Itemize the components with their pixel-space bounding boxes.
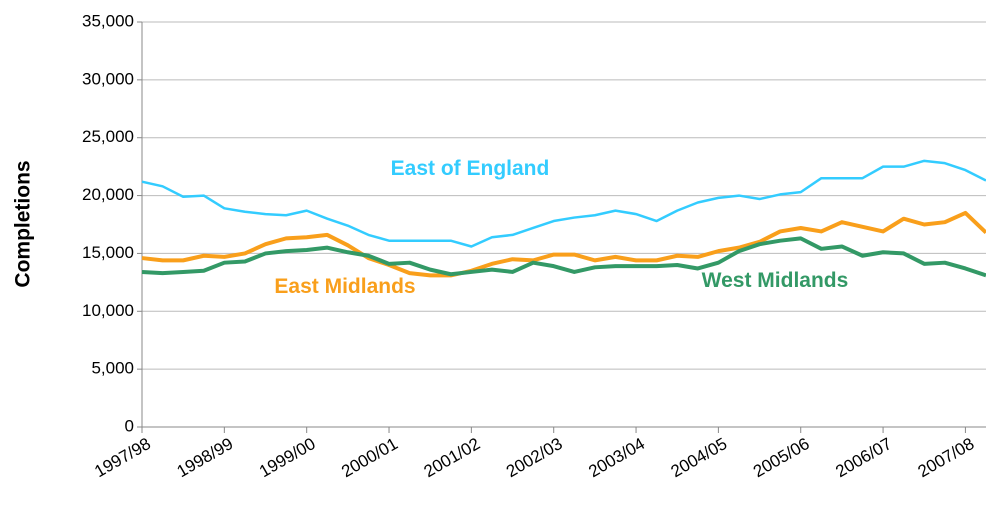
y-tick-label: 15,000 [82,243,134,262]
x-tick-label: 1999/00 [256,434,319,481]
x-tick-label: 2001/02 [421,434,484,481]
y-axis-label: Completions [12,160,35,287]
y-tick-label: 25,000 [82,127,134,146]
series-label: West Midlands [702,269,849,292]
y-tick-label: 10,000 [82,301,134,320]
y-tick-label: 30,000 [82,69,134,88]
y-tick-label: 35,000 [82,11,134,30]
x-tick-label: 1998/99 [174,434,237,481]
x-tick-label: 2007/08 [915,434,978,481]
x-tick-label: 2006/07 [832,434,895,481]
series-line [141,159,986,248]
series-label: East Midlands [274,275,415,298]
series-line [141,210,986,278]
x-tick-label: 2004/05 [668,434,731,481]
x-tick-label: 2003/04 [585,434,648,481]
x-tick-label: 1997/98 [91,434,154,481]
x-tick-label: 2002/03 [503,434,566,481]
y-tick-label: 20,000 [82,185,134,204]
series-line [141,236,986,278]
x-tick-label: 2000/01 [338,434,401,481]
x-tick-label: 2005/06 [750,434,813,481]
y-tick-label: 0 [125,416,134,435]
y-tick-label: 5,000 [91,359,134,378]
series-label: East of England [391,157,550,180]
